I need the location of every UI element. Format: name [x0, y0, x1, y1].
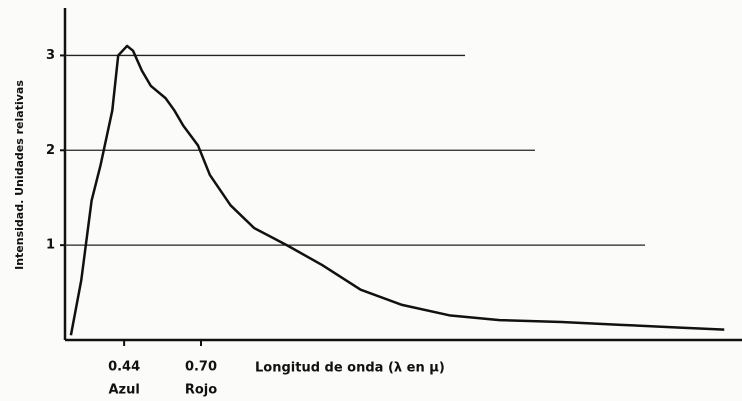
annotation: Azul [108, 383, 139, 398]
y-tick-label: 2 [46, 143, 55, 158]
x-tick-label: 0.70 [185, 360, 217, 375]
annotation: Rojo [185, 383, 217, 398]
data-line [69, 44, 725, 336]
y-tick-label: 3 [46, 48, 55, 63]
y-axis-label: Intensidad. Unidades relativas [13, 80, 26, 270]
x-tick-label: 0.44 [108, 360, 140, 375]
x-axis-label: Longitud de onda (λ en µ) [255, 361, 445, 376]
y-tick-label: 1 [46, 238, 55, 253]
